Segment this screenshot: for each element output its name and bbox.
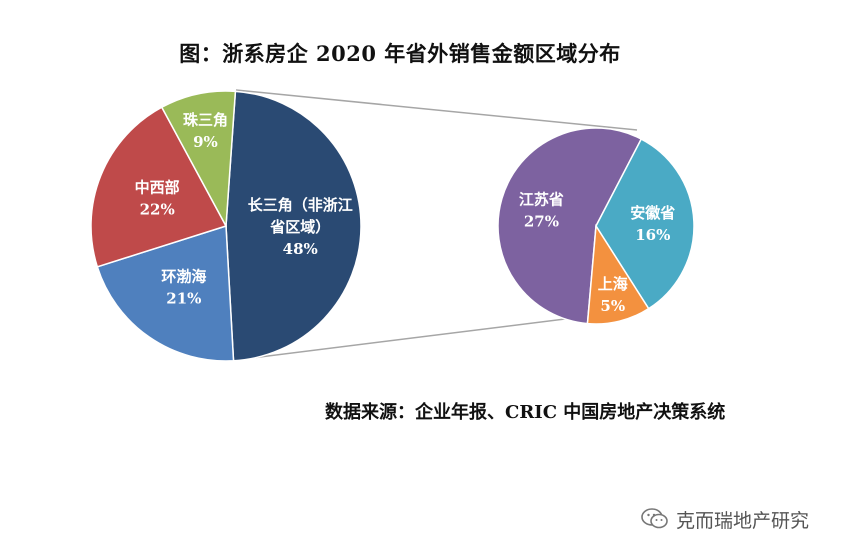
sub-pie-slice-0-label: 江苏省 xyxy=(519,190,564,208)
source-note: 数据来源：企业年报、CRIC 中国房地产决策系统 xyxy=(325,402,726,423)
watermark-text: 克而瑞地产研究 xyxy=(676,509,810,532)
chart-title: 图：浙系房企 2020 年省外销售金额区域分布 xyxy=(179,41,621,66)
main-pie-slice-3-pct: 9% xyxy=(193,133,218,151)
sub-pie-slice-1 xyxy=(595,138,695,310)
main-pie-slice-1-label: 环渤海 xyxy=(161,267,206,285)
sub-pie-slice-2-pct: 5% xyxy=(600,297,625,315)
sub-pie-slice-1-label: 安徽省 xyxy=(630,204,675,222)
main-pie-slice-0-label: 省区域） xyxy=(269,218,330,236)
main-pie-slice-3-label: 珠三角 xyxy=(183,111,228,129)
sub-pie-slice-1-pct: 16% xyxy=(635,226,670,244)
watermark: 克而瑞地产研究 xyxy=(640,504,809,534)
main-pie-slice-2-pct: 22% xyxy=(140,200,175,218)
wechat-icon xyxy=(641,508,668,529)
sub-pie-slice-0 xyxy=(497,127,643,325)
connector-line-top xyxy=(235,89,638,131)
main-pie-slice-0 xyxy=(225,90,362,362)
secondary-pie: 江苏省 27% 安徽省 16% 上海 5% xyxy=(497,127,695,325)
main-pie-slice-2 xyxy=(90,106,228,268)
sub-pie-slice-2-label: 上海 xyxy=(598,275,628,293)
main-pie-slice-0-label: 长三角（非浙江 xyxy=(248,196,353,214)
main-pie-slice-2-label: 中西部 xyxy=(135,178,180,196)
sub-pie-slice-0-pct: 27% xyxy=(524,212,559,230)
main-pie-slice-1 xyxy=(96,224,235,362)
main-pie-slice-1-pct: 21% xyxy=(166,289,201,307)
main-pie-slice-0-pct: 48% xyxy=(283,240,318,258)
main-pie-slice-3 xyxy=(160,90,237,229)
sub-pie-slice-2 xyxy=(586,223,650,325)
